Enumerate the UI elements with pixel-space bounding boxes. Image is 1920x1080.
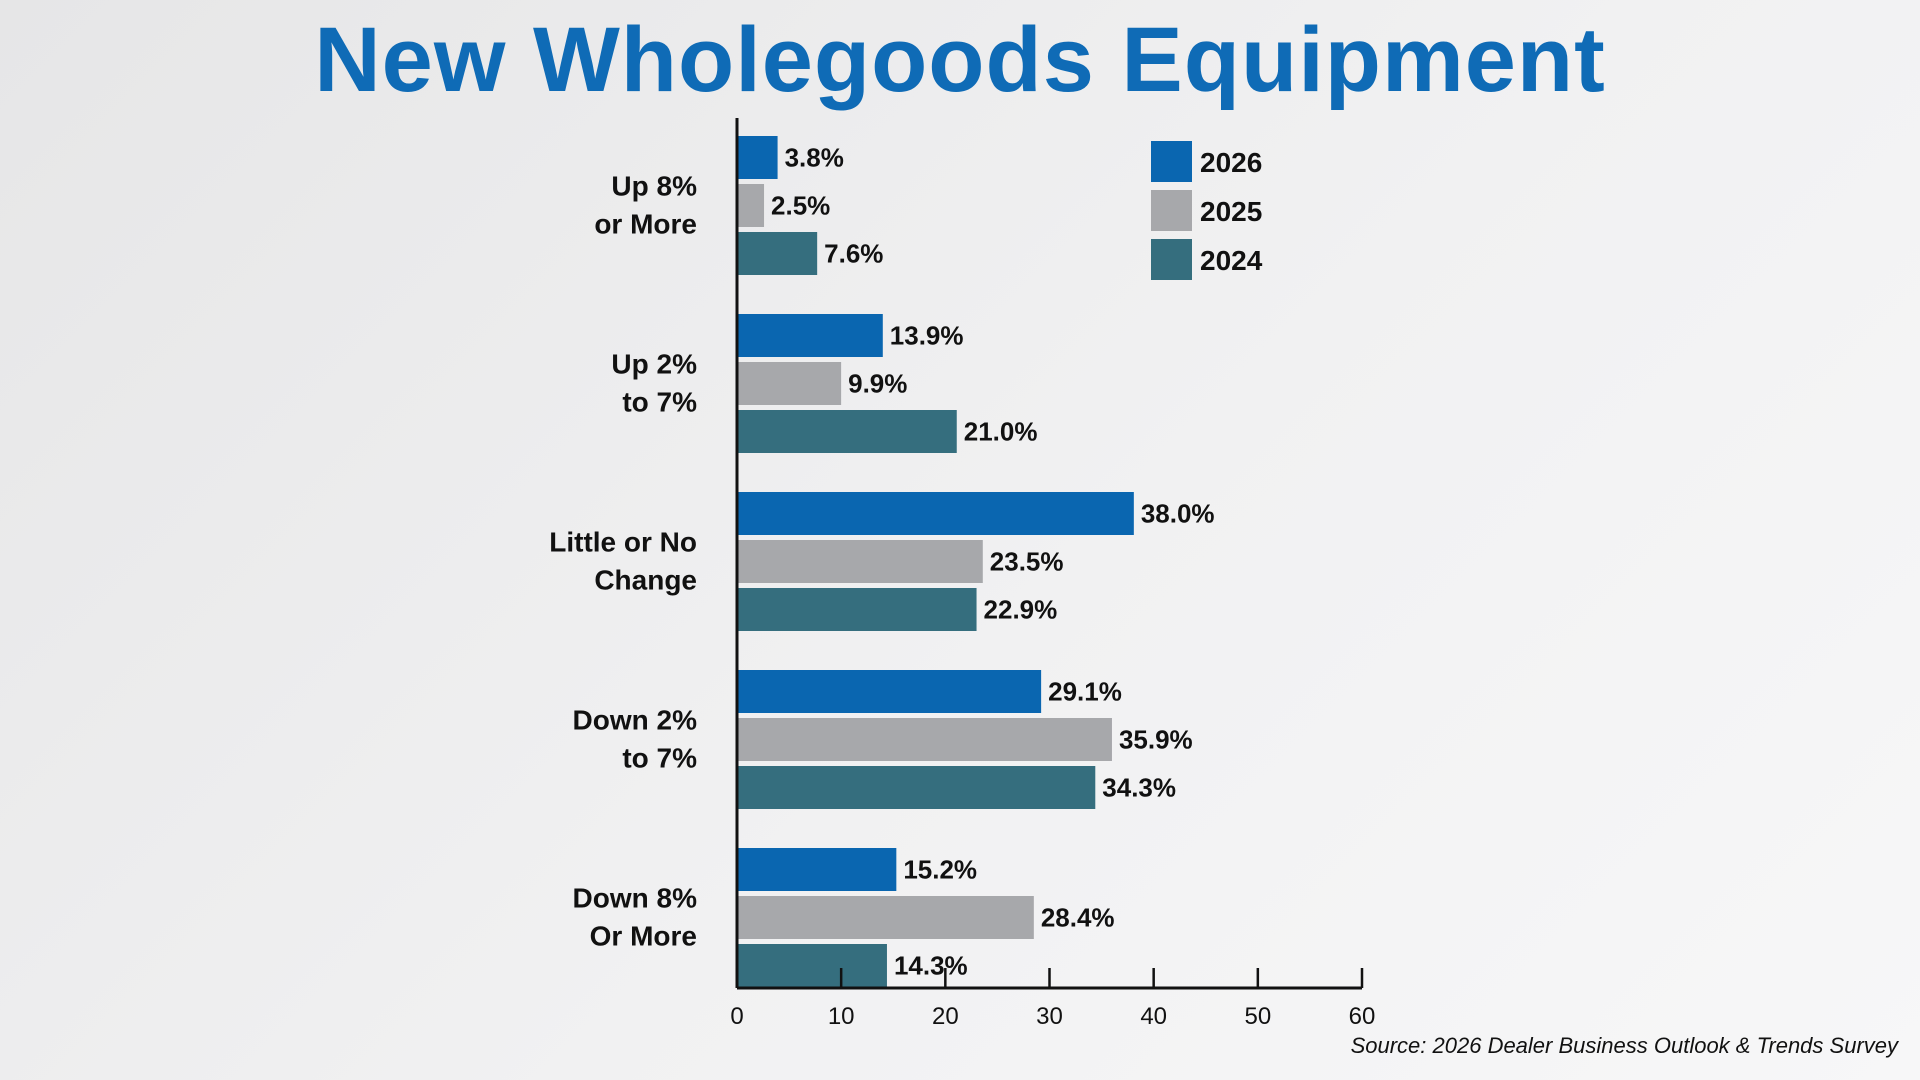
value-label-2024-2: 22.9% (984, 595, 1058, 625)
bar-2026-3 (738, 670, 1042, 713)
labels-layer: 3.8% 2.5% 7.6% Up 8% or More 13.9% 9.9% 21.0% Up… (549, 143, 1214, 981)
value-label-2026-3: 29.1% (1048, 677, 1122, 707)
bar-2025-3 (738, 718, 1112, 761)
legend: 2026 2025 2024 (1151, 141, 1263, 280)
legend-swatch-2024 (1151, 239, 1192, 280)
category-label-3-1: to 7% (622, 743, 697, 774)
category-label-1-1: to 7% (622, 387, 697, 418)
bar-2024-4 (738, 944, 887, 987)
legend-label-2026: 2026 (1200, 147, 1262, 178)
legend-swatch-2025 (1151, 190, 1192, 231)
x-tick-label-10: 10 (828, 1003, 855, 1030)
value-label-2026-2: 38.0% (1141, 499, 1215, 529)
value-label-2026-0: 3.8% (785, 143, 844, 173)
source-note: Source: 2026 Dealer Business Outlook & T… (1350, 1033, 1898, 1058)
x-tick-label-30: 30 (1036, 1003, 1063, 1030)
bar-2025-0 (738, 184, 765, 227)
x-tick-label-0: 0 (730, 1003, 743, 1030)
bar-2024-3 (738, 766, 1096, 809)
value-label-2024-1: 21.0% (964, 417, 1038, 447)
category-label-4-1: Or More (590, 921, 697, 952)
category-label-3-0: Down 2% (573, 705, 698, 736)
legend-label-2025: 2025 (1200, 196, 1262, 227)
bar-2026-1 (738, 314, 883, 357)
bar-2025-4 (738, 896, 1034, 939)
category-label-1-0: Up 2% (611, 349, 697, 380)
value-label-2025-3: 35.9% (1119, 725, 1193, 755)
value-label-2024-3: 34.3% (1102, 773, 1176, 803)
bar-2025-1 (738, 362, 842, 405)
category-label-0-0: Up 8% (611, 171, 697, 202)
x-tick-label-50: 50 (1244, 1003, 1271, 1030)
axes-layer: 0 10 20 30 40 50 60 (730, 118, 1375, 1030)
bar-2024-2 (738, 588, 977, 631)
bar-2024-1 (738, 410, 957, 453)
value-label-2024-0: 7.6% (824, 239, 883, 269)
bars-layer (738, 136, 1134, 987)
value-label-2024-4: 14.3% (894, 951, 968, 981)
bar-2026-2 (738, 492, 1134, 535)
bar-2026-4 (738, 848, 897, 891)
category-label-2-0: Little or No (549, 527, 697, 558)
x-tick-label-60: 60 (1349, 1003, 1376, 1030)
value-label-2025-1: 9.9% (848, 369, 907, 399)
category-label-4-0: Down 8% (573, 883, 698, 914)
value-label-2026-1: 13.9% (890, 321, 964, 351)
bar-2025-2 (738, 540, 983, 583)
bar-2026-0 (738, 136, 778, 179)
value-label-2025-2: 23.5% (990, 547, 1064, 577)
category-label-0-1: or More (594, 209, 697, 240)
legend-label-2024: 2024 (1200, 245, 1263, 276)
x-tick-label-20: 20 (932, 1003, 959, 1030)
bar-2024-0 (738, 232, 818, 275)
value-label-2026-4: 15.2% (903, 855, 977, 885)
x-tick-label-40: 40 (1140, 1003, 1167, 1030)
value-label-2025-4: 28.4% (1041, 903, 1115, 933)
legend-swatch-2026 (1151, 141, 1192, 182)
chart-title: New Wholegoods Equipment (314, 9, 1606, 111)
category-label-2-1: Change (594, 565, 697, 596)
value-label-2025-0: 2.5% (771, 191, 830, 221)
